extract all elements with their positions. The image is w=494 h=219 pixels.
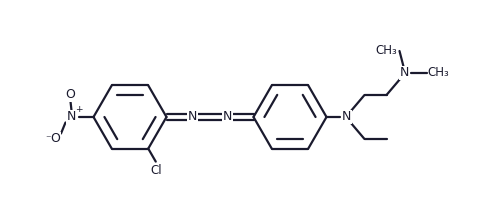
Text: Cl: Cl [150, 164, 162, 177]
Text: O: O [50, 132, 60, 145]
Text: ⁻: ⁻ [46, 134, 51, 145]
Text: N: N [342, 111, 351, 124]
Text: CH₃: CH₃ [427, 65, 449, 78]
Text: +: + [75, 106, 83, 115]
Text: O: O [66, 88, 76, 101]
Text: CH₃: CH₃ [376, 44, 398, 57]
Text: N: N [188, 111, 197, 124]
Text: N: N [223, 111, 232, 124]
Text: N: N [400, 67, 409, 79]
Text: N: N [67, 111, 76, 124]
